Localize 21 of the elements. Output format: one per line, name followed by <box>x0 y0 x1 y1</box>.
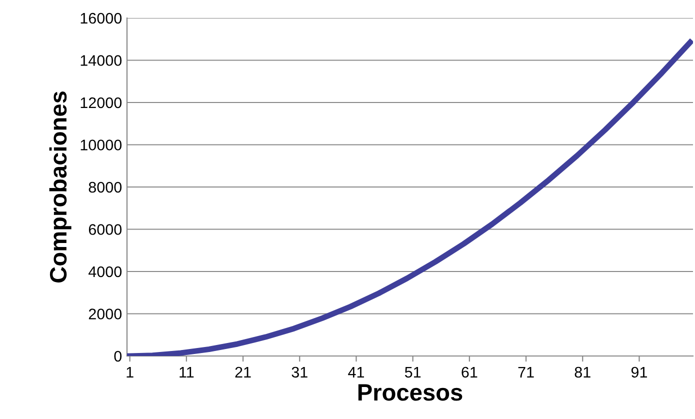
y-tick-label: 16000 <box>80 12 122 24</box>
x-tick-label: 91 <box>631 366 647 378</box>
y-tick-label: 10000 <box>80 140 122 150</box>
x-tick-label: 71 <box>518 366 534 378</box>
x-tick-label: 61 <box>462 366 478 378</box>
y-tick-label: 8000 <box>88 182 122 193</box>
y-tick-label: 12000 <box>80 97 122 108</box>
x-tick-label: 51 <box>404 366 421 378</box>
x-tick-label: 21 <box>235 366 251 378</box>
y-tick-label: 14000 <box>80 55 122 66</box>
x-tick-label: 11 <box>180 366 194 378</box>
y-tick-label: 4000 <box>88 266 122 278</box>
x-tick-label: 81 <box>574 366 590 378</box>
y-tick-label: 0 <box>114 350 122 362</box>
x-axis-title: Procesos <box>358 384 462 401</box>
x-tick-label: 41 <box>348 366 364 378</box>
y-tick-label: 2000 <box>88 308 122 320</box>
y-tick-label: 6000 <box>88 224 122 235</box>
y-axis-title: Comprobaciones <box>49 92 72 282</box>
x-tick-label: 1 <box>126 366 134 378</box>
x-tick-label: 31 <box>292 366 308 378</box>
